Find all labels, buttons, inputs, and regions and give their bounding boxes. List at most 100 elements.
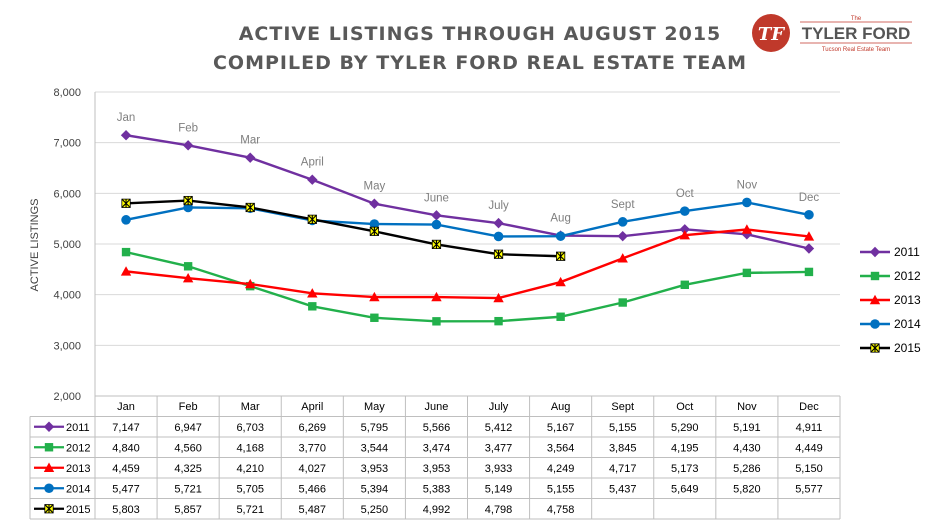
- table-row-key-2014: [34, 483, 64, 494]
- legend-marker: [869, 294, 881, 305]
- chart-subtitle: COMPILED BY TYLER FORD REAL ESTATE TEAM: [213, 52, 747, 74]
- table-row-key-2015: [34, 504, 64, 514]
- x-tick-label: Sept: [611, 401, 634, 413]
- data-point: [431, 291, 442, 302]
- x-tick-label: Oct: [676, 401, 693, 413]
- y-tick-label: 7,000: [53, 138, 81, 150]
- table-cell: 6,947: [174, 422, 202, 434]
- data-point: [742, 197, 752, 208]
- month-label: Nov: [737, 179, 758, 191]
- data-point: [679, 224, 690, 235]
- table-cell: 5,383: [423, 483, 451, 495]
- table-cell: 4,560: [174, 442, 202, 454]
- data-point: [431, 239, 442, 250]
- data-point: [182, 273, 194, 283]
- table-cell: 4,840: [112, 442, 140, 454]
- series-line: [125, 201, 810, 238]
- table-row-label: 2011: [66, 422, 90, 434]
- table-cell: 3,845: [609, 442, 637, 454]
- table-cell: 5,566: [423, 422, 451, 434]
- data-point: [742, 268, 752, 278]
- x-tick-label: May: [364, 401, 385, 413]
- table-cell: 5,803: [112, 504, 140, 516]
- table-cell: 5,191: [733, 422, 761, 434]
- table-cell: 5,412: [485, 422, 513, 434]
- table-cell: 3,770: [299, 442, 327, 454]
- data-point: [679, 206, 690, 216]
- table-row-label: 2015: [66, 504, 90, 516]
- month-label: Mar: [240, 135, 260, 147]
- data-point: [556, 251, 566, 261]
- y-tick-label: 8,000: [53, 87, 81, 99]
- data-point: [493, 292, 504, 303]
- x-tick-label: Nov: [737, 401, 757, 413]
- data-point: [493, 231, 504, 242]
- data-point: [432, 317, 441, 326]
- table-row-key-2012: [34, 443, 64, 452]
- data-point: [121, 198, 131, 208]
- table-cell: 5,149: [485, 483, 513, 495]
- data-point: [307, 214, 317, 224]
- data-point: [369, 226, 379, 236]
- table-cell: 5,705: [236, 483, 264, 495]
- series-lines: [120, 130, 815, 326]
- data-point: [245, 278, 256, 289]
- x-tick-label: July: [489, 401, 509, 413]
- x-tick-label: Jan: [117, 401, 135, 413]
- legend-marker: [870, 319, 880, 329]
- brand-logo: TF The TYLER FORD Tucson Real Estate Tea…: [752, 14, 912, 53]
- series-2013: [120, 224, 815, 303]
- table-cell: 5,466: [299, 483, 327, 495]
- data-point: [556, 312, 565, 321]
- legend-label: 2012: [894, 269, 921, 283]
- logo-tagline: Tucson Real Estate Team: [822, 47, 890, 53]
- gridlines: [94, 91, 840, 397]
- series-line: [125, 250, 809, 323]
- data-point: [555, 231, 566, 241]
- table-cell: 3,933: [485, 463, 513, 475]
- legend-item-2011: 2011: [860, 245, 920, 259]
- logo-badge: [752, 14, 790, 52]
- table-cell: 6,703: [236, 422, 264, 434]
- chart-title: ACTIVE LISTINGS THROUGH AUGUST 2015: [239, 23, 722, 45]
- data-point: [680, 280, 689, 289]
- table-cell: 3,474: [423, 442, 451, 454]
- data-point: [307, 174, 318, 185]
- data-point: [617, 217, 628, 227]
- table-row-label: 2012: [66, 442, 90, 454]
- data-point-month-labels: Jan Feb Mar April May June July Aug Sept Oct Nov De…: [117, 112, 820, 224]
- data-point: [370, 313, 379, 322]
- data-point: [182, 140, 194, 151]
- table-cell: 5,167: [547, 422, 575, 434]
- data-point: [245, 202, 255, 213]
- table-cell: 5,437: [609, 483, 637, 495]
- series-line: [125, 199, 561, 258]
- x-tick-label: Aug: [551, 401, 571, 413]
- table-cell: 5,155: [609, 422, 637, 434]
- legend-item-2014: 2014: [860, 317, 921, 331]
- table-cell: 4,325: [174, 463, 202, 475]
- data-point: [120, 266, 132, 276]
- data-point: [494, 316, 503, 326]
- x-tick-label: Dec: [799, 401, 819, 413]
- y-tick-label: 5,000: [53, 239, 81, 251]
- series-line: [125, 228, 810, 300]
- month-label: July: [488, 200, 509, 212]
- table-key-marker: [44, 483, 54, 494]
- table-cell: 4,717: [609, 463, 637, 475]
- y-tick-labels: 2,000 3,000 4,000 5,000 6,000 7,000 8,000: [53, 87, 81, 403]
- table-key-marker: [44, 443, 54, 452]
- table-cell: 5,577: [795, 483, 823, 495]
- legend-label: 2014: [894, 317, 921, 331]
- x-tick-label: June: [425, 401, 449, 413]
- series-2015: [121, 195, 566, 261]
- table-cell: 3,564: [547, 442, 575, 454]
- month-label: June: [424, 192, 449, 204]
- data-table: Jan Feb Mar April May June July Aug Sept Oct Nov De…: [29, 395, 841, 520]
- data-point: [679, 230, 690, 240]
- table-cell: 5,820: [733, 483, 761, 495]
- table-row-label: 2014: [66, 483, 90, 495]
- table-cell: 3,953: [361, 463, 389, 475]
